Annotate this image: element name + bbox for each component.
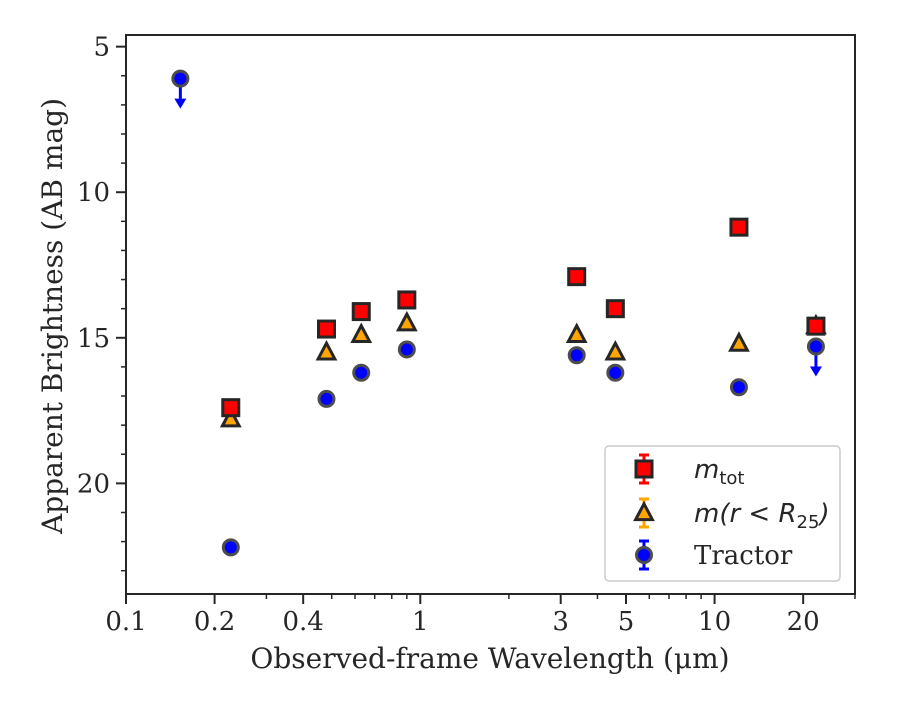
y-axis: 5 10 15 20 [77,33,126,572]
x-tick-label: 0.2 [194,607,235,637]
legend-entry: m(r < R25) [633,497,830,533]
legend-entry: mtot [634,453,744,489]
legend-entry: Tractor [635,539,793,571]
legend: mtot m(r < R25) Tractor [604,445,841,582]
x-tick-label: 1 [412,607,429,637]
upper-limit-arrowhead [809,366,822,377]
x-tick-label: 3 [552,607,569,637]
series-triangle [219,310,827,428]
data-point [604,339,627,361]
y-axis-label: Apparent Brightness (AB mag) [36,98,69,535]
data-point [565,322,588,344]
data-point [219,406,242,428]
data-point [350,322,373,344]
data-point [315,339,338,361]
x-tick-label: 20 [787,607,820,637]
y-tick-label: 5 [93,33,110,63]
series-square [221,217,826,418]
legend-marker-triangle [633,500,655,522]
legend-marker-square [634,459,654,479]
series-circle [171,69,825,557]
data-point [395,310,418,332]
x-axis: 0.1 0.2 0.4 1 3 5 10 20 [105,594,856,637]
y-tick-label: 10 [77,178,110,208]
legend-label: Tractor [694,541,793,571]
x-tick-label: 10 [698,607,731,637]
legend-label: m(r < R25) [694,499,830,533]
y-tick-label: 20 [77,469,110,499]
legend-marker-circle [635,546,653,564]
x-axis-label: Observed-frame Wavelength (μm) [250,642,729,675]
x-tick-label: 0.1 [105,607,146,637]
y-tick-label: 15 [77,324,110,354]
upper-limit-arrowhead [174,98,187,109]
legend-label: mtot [694,455,744,489]
x-tick-label: 5 [618,607,635,637]
data-point [728,331,750,352]
x-tick-label: 0.4 [283,607,324,637]
legend-box [604,445,841,582]
data-points [171,69,827,557]
